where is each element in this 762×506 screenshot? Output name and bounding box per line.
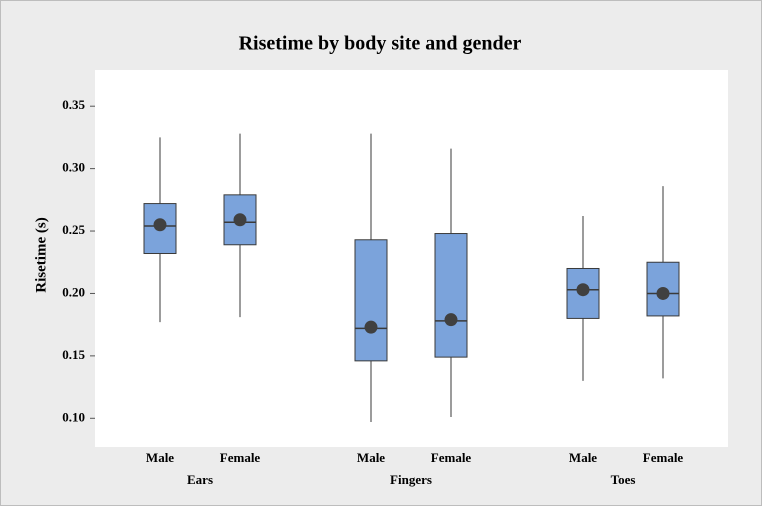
- y-tick-label: 0.20: [62, 284, 85, 299]
- mean-marker: [233, 213, 247, 227]
- box: [434, 233, 468, 358]
- mean-marker: [576, 283, 590, 297]
- y-tick-label: 0.10: [62, 409, 85, 424]
- x-tick-label: Male: [569, 450, 597, 465]
- y-tick-label: 0.30: [62, 160, 85, 175]
- y-tick-label: 0.35: [62, 97, 85, 112]
- mean-marker: [153, 218, 167, 232]
- y-tick-label: 0.25: [62, 222, 85, 237]
- x-tick-label: Female: [643, 450, 684, 465]
- group-label: Fingers: [390, 472, 432, 487]
- box: [354, 239, 388, 362]
- y-axis-label: Risetime (s): [33, 217, 49, 292]
- group-label: Ears: [187, 472, 213, 487]
- plot-area: [95, 70, 728, 447]
- y-tick-label: 0.15: [62, 347, 85, 362]
- x-tick-label: Male: [146, 450, 174, 465]
- mean-marker: [656, 286, 670, 300]
- mean-marker: [364, 320, 378, 334]
- x-tick-label: Female: [220, 450, 261, 465]
- x-tick-label: Male: [357, 450, 385, 465]
- x-tick-label: Female: [431, 450, 472, 465]
- chart-title: Risetime by body site and gender: [239, 33, 522, 55]
- group-label: Toes: [611, 472, 636, 487]
- mean-marker: [444, 313, 458, 327]
